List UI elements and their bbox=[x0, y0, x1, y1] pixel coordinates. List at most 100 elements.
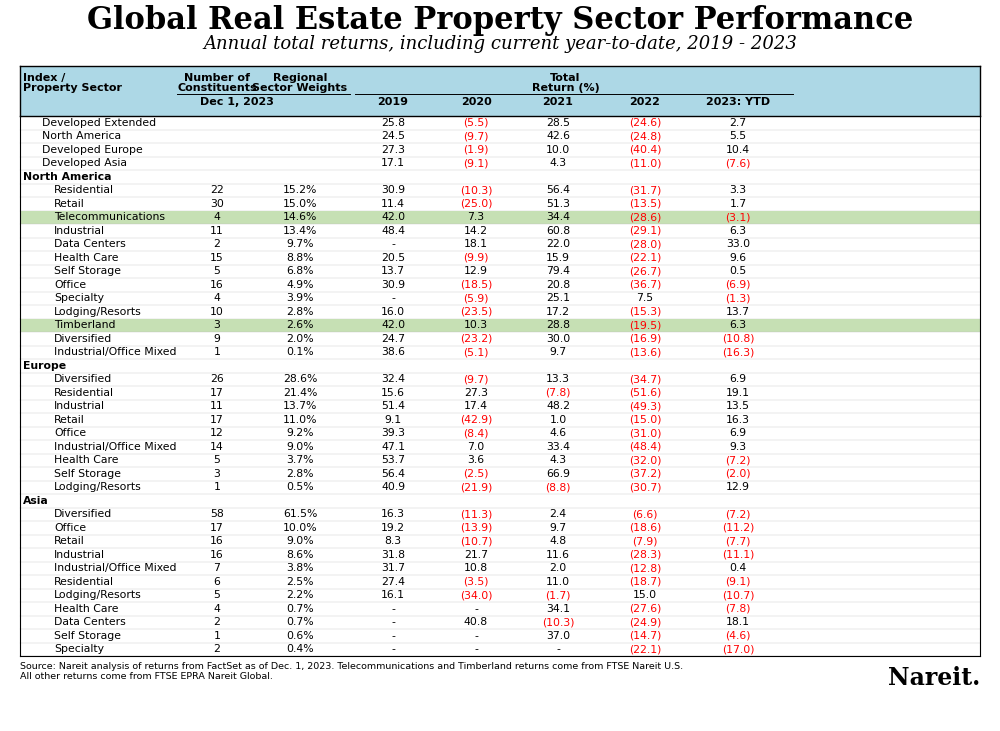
Text: 4: 4 bbox=[214, 604, 220, 614]
Text: Developed Extended: Developed Extended bbox=[42, 118, 156, 128]
Text: 4: 4 bbox=[214, 212, 220, 222]
Text: 31.8: 31.8 bbox=[381, 550, 405, 560]
Text: 30.9: 30.9 bbox=[381, 185, 405, 195]
Text: 13.7%: 13.7% bbox=[283, 401, 317, 412]
Text: Constituents: Constituents bbox=[177, 83, 257, 93]
Text: 3.6: 3.6 bbox=[467, 455, 485, 465]
Text: 12: 12 bbox=[210, 428, 224, 439]
Text: 79.4: 79.4 bbox=[546, 266, 570, 276]
Text: (10.8): (10.8) bbox=[722, 334, 754, 344]
Text: 13.7: 13.7 bbox=[381, 266, 405, 276]
Text: Residential: Residential bbox=[54, 577, 114, 587]
Text: (7.8): (7.8) bbox=[725, 604, 751, 614]
Bar bbox=[20, 319, 980, 332]
Text: 32.4: 32.4 bbox=[381, 374, 405, 385]
Text: Self Storage: Self Storage bbox=[54, 469, 121, 479]
Text: Health Care: Health Care bbox=[54, 455, 119, 465]
Text: 2.7: 2.7 bbox=[729, 118, 747, 128]
Text: 27.3: 27.3 bbox=[381, 145, 405, 155]
Text: 2019: 2019 bbox=[378, 97, 409, 107]
Text: Lodging/Resorts: Lodging/Resorts bbox=[54, 590, 142, 600]
Text: 13.3: 13.3 bbox=[546, 374, 570, 385]
Text: 9.0%: 9.0% bbox=[286, 537, 314, 546]
Text: (5.9): (5.9) bbox=[463, 293, 489, 303]
Text: (15.3): (15.3) bbox=[629, 307, 661, 317]
Bar bbox=[20, 66, 980, 116]
Text: Return (%): Return (%) bbox=[532, 83, 599, 93]
Text: 2: 2 bbox=[214, 239, 220, 249]
Text: 2.5%: 2.5% bbox=[286, 577, 314, 587]
Text: 30.0: 30.0 bbox=[546, 334, 570, 344]
Text: (1.9): (1.9) bbox=[463, 145, 489, 155]
Text: Diversified: Diversified bbox=[54, 510, 112, 519]
Text: 42.6: 42.6 bbox=[546, 132, 570, 141]
Text: 16.3: 16.3 bbox=[381, 510, 405, 519]
Text: -: - bbox=[391, 293, 395, 303]
Text: 9.1: 9.1 bbox=[384, 414, 402, 425]
Text: (10.3): (10.3) bbox=[460, 185, 492, 195]
Text: 0.5%: 0.5% bbox=[286, 482, 314, 492]
Text: 22.0: 22.0 bbox=[546, 239, 570, 249]
Text: 17: 17 bbox=[210, 523, 224, 533]
Text: 18.1: 18.1 bbox=[464, 239, 488, 249]
Text: -: - bbox=[474, 644, 478, 654]
Text: Self Storage: Self Storage bbox=[54, 266, 121, 276]
Text: Number of: Number of bbox=[184, 73, 250, 83]
Text: 26: 26 bbox=[210, 374, 224, 385]
Text: 2022: 2022 bbox=[630, 97, 660, 107]
Text: All other returns come from FTSE EPRA Nareit Global.: All other returns come from FTSE EPRA Na… bbox=[20, 672, 273, 681]
Text: (31.0): (31.0) bbox=[629, 428, 661, 439]
Text: (18.6): (18.6) bbox=[629, 523, 661, 533]
Text: 24.5: 24.5 bbox=[381, 132, 405, 141]
Text: 27.3: 27.3 bbox=[464, 387, 488, 398]
Text: 16: 16 bbox=[210, 280, 224, 289]
Text: (15.0): (15.0) bbox=[629, 414, 661, 425]
Text: Office: Office bbox=[54, 523, 86, 533]
Text: Industrial/Office Mixed: Industrial/Office Mixed bbox=[54, 442, 176, 452]
Text: (3.5): (3.5) bbox=[463, 577, 489, 587]
Text: 10.8: 10.8 bbox=[464, 564, 488, 573]
Text: 17.4: 17.4 bbox=[464, 401, 488, 412]
Text: 2.0: 2.0 bbox=[549, 564, 567, 573]
Text: (8.8): (8.8) bbox=[545, 482, 571, 492]
Text: Property Sector: Property Sector bbox=[23, 83, 122, 93]
Text: Specialty: Specialty bbox=[54, 293, 104, 303]
Text: North America: North America bbox=[23, 172, 112, 182]
Text: (51.6): (51.6) bbox=[629, 387, 661, 398]
Text: 48.4: 48.4 bbox=[381, 226, 405, 236]
Text: Retail: Retail bbox=[54, 414, 85, 425]
Text: (40.4): (40.4) bbox=[629, 145, 661, 155]
Text: 6.9: 6.9 bbox=[729, 374, 747, 385]
Text: Retail: Retail bbox=[54, 199, 85, 209]
Text: (1.7): (1.7) bbox=[545, 590, 571, 600]
Text: 17.2: 17.2 bbox=[546, 307, 570, 317]
Text: 3: 3 bbox=[214, 469, 220, 479]
Text: (11.1): (11.1) bbox=[722, 550, 754, 560]
Text: (13.9): (13.9) bbox=[460, 523, 492, 533]
Text: 20.5: 20.5 bbox=[381, 253, 405, 262]
Text: 28.5: 28.5 bbox=[546, 118, 570, 128]
Text: (4.6): (4.6) bbox=[725, 631, 751, 641]
Text: (23.5): (23.5) bbox=[460, 307, 492, 317]
Text: 37.0: 37.0 bbox=[546, 631, 570, 641]
Text: 3: 3 bbox=[214, 320, 220, 330]
Text: (28.0): (28.0) bbox=[629, 239, 661, 249]
Text: (25.0): (25.0) bbox=[460, 199, 492, 209]
Text: (30.7): (30.7) bbox=[629, 482, 661, 492]
Text: (9.1): (9.1) bbox=[725, 577, 751, 587]
Text: 4: 4 bbox=[214, 293, 220, 303]
Text: 11: 11 bbox=[210, 401, 224, 412]
Text: 38.6: 38.6 bbox=[381, 347, 405, 357]
Text: 2.4: 2.4 bbox=[549, 510, 567, 519]
Text: Office: Office bbox=[54, 428, 86, 439]
Text: (9.9): (9.9) bbox=[463, 253, 489, 262]
Text: 16.0: 16.0 bbox=[381, 307, 405, 317]
Text: Nareit.: Nareit. bbox=[888, 666, 980, 690]
Text: (16.9): (16.9) bbox=[629, 334, 661, 344]
Text: (9.7): (9.7) bbox=[463, 132, 489, 141]
Text: (10.7): (10.7) bbox=[460, 537, 492, 546]
Text: (31.7): (31.7) bbox=[629, 185, 661, 195]
Text: (11.3): (11.3) bbox=[460, 510, 492, 519]
Text: (14.7): (14.7) bbox=[629, 631, 661, 641]
Text: Industrial: Industrial bbox=[54, 226, 105, 236]
